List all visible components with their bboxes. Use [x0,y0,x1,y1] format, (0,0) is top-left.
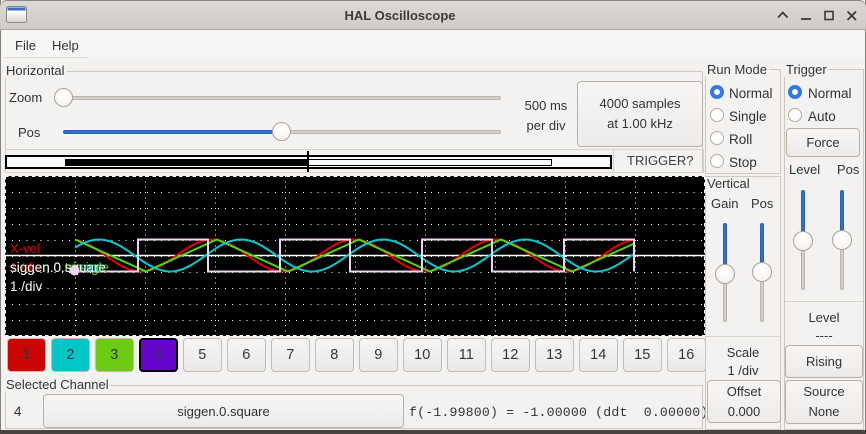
svg-text:siggen.0.square: siggen.0.square [10,260,106,275]
svg-text:1 /div: 1 /div [10,279,43,294]
svg-text:siggen.0.triangle: siggen.0.triangle [10,260,109,275]
svg-text:X-vel: X-vel [10,241,40,256]
svg-text:siggen.0.cosine: siggen.0.cosine [10,260,104,275]
svg-text:1 /div: 1 /div [10,260,42,275]
